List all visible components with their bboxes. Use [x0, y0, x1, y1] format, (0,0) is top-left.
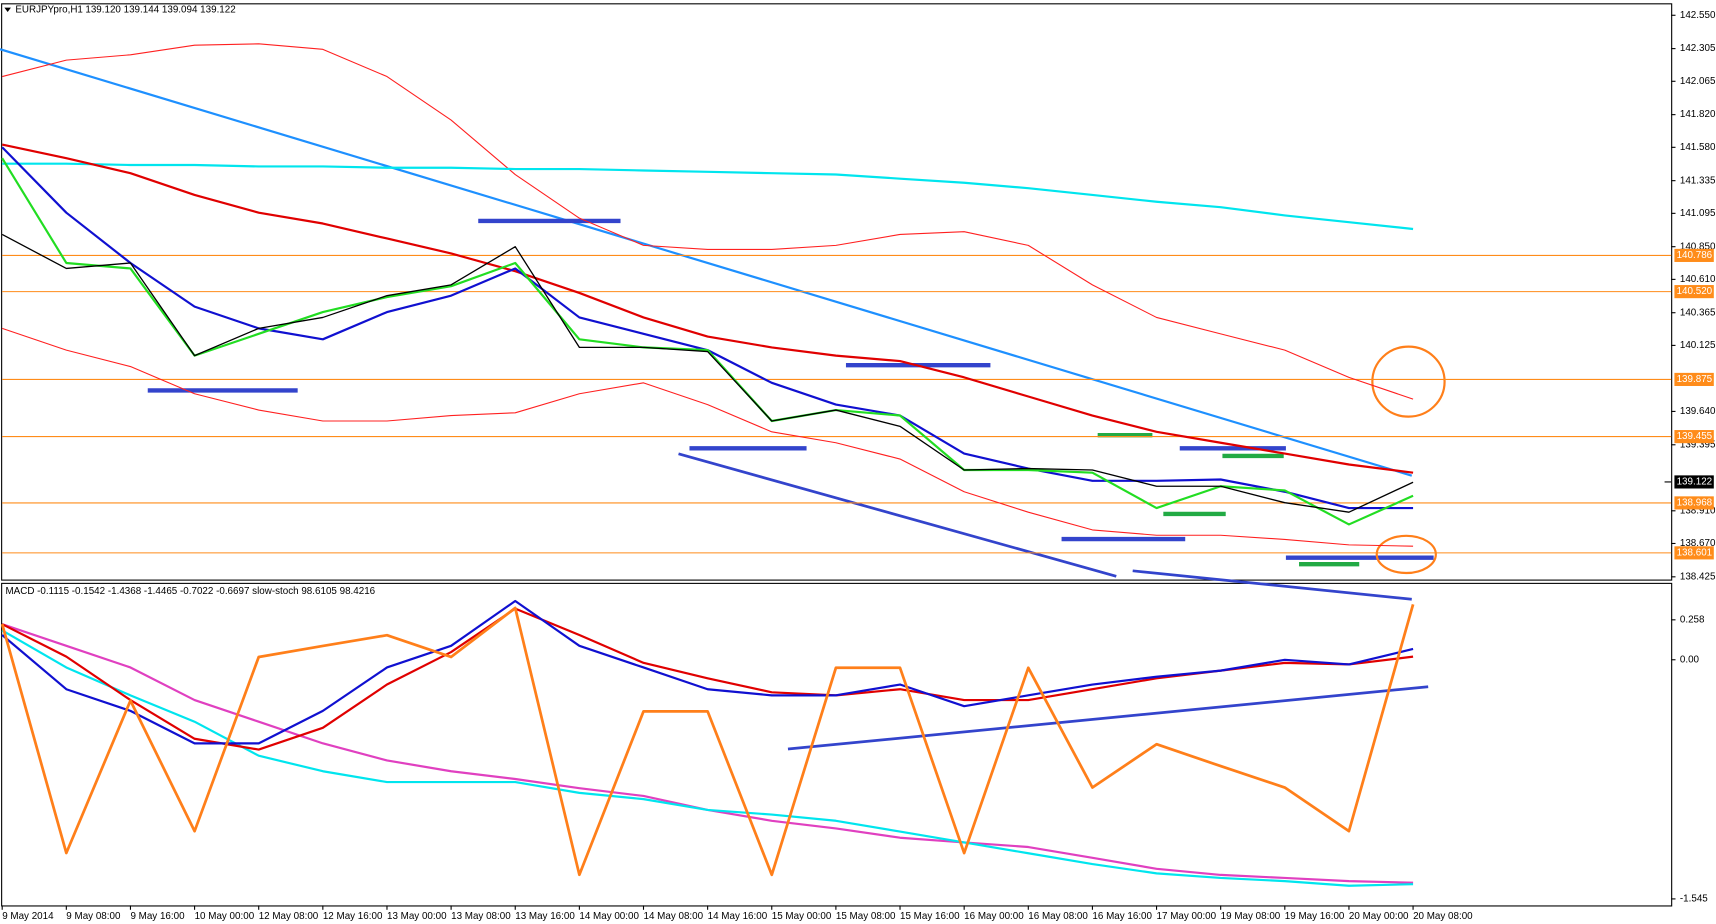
- x-tick-label: 12 May 16:00: [323, 911, 383, 922]
- y-tick-label: 139.640: [1680, 406, 1716, 417]
- ohlc-values: 139.120 139.144 139.094 139.122: [85, 4, 235, 15]
- x-tick-label: 14 May 16:00: [708, 911, 768, 922]
- x-tick-label: 15 May 16:00: [900, 911, 960, 922]
- indicator-panel: [1, 582, 1673, 907]
- level-label: 139.875: [1677, 374, 1713, 385]
- series-line: [2, 162, 1414, 231]
- level-label-box: [1674, 430, 1714, 444]
- y-tick-label: 0.258: [1680, 614, 1705, 625]
- x-tick-label: 16 May 16:00: [1092, 911, 1152, 922]
- y-tick-label: 141.095: [1680, 208, 1716, 219]
- menu-arrow: [4, 7, 11, 13]
- x-tick-label: 10 May 00:00: [195, 911, 255, 922]
- y-tick-label: 141.820: [1680, 109, 1716, 120]
- level-label: 139.455: [1677, 431, 1713, 442]
- x-tick-label: 20 May 00:00: [1349, 911, 1409, 922]
- x-tick-label: 15 May 00:00: [772, 911, 832, 922]
- price-label-box: [1674, 475, 1714, 489]
- y-tick-label: 142.305: [1680, 43, 1716, 54]
- trend-line: [0, 48, 1413, 477]
- x-tick-label: 9 May 08:00: [66, 911, 121, 922]
- level-label: 140.786: [1677, 250, 1713, 261]
- level-label-box: [1674, 372, 1714, 386]
- level-label-box: [1674, 248, 1714, 262]
- level-label-box: [1674, 496, 1714, 510]
- level-label-box: [1674, 546, 1714, 560]
- x-tick-label: 13 May 00:00: [387, 911, 447, 922]
- x-tick-label: 16 May 00:00: [964, 911, 1024, 922]
- y-tick-label: 140.610: [1680, 274, 1716, 285]
- level-label: 140.520: [1677, 286, 1713, 297]
- y-tick-label: 141.580: [1680, 142, 1716, 153]
- y-tick-label: 140.365: [1680, 307, 1716, 318]
- y-tick-label: 0.00: [1680, 654, 1700, 665]
- green-segments: [1097, 433, 1360, 567]
- y-tick-label: 142.065: [1680, 76, 1716, 87]
- series-line: [2, 43, 1414, 400]
- series-line: [1, 157, 1414, 526]
- x-tick-label: 20 May 08:00: [1413, 911, 1473, 922]
- y-tick-label: 141.335: [1680, 175, 1716, 186]
- y-tick-label: -1.545: [1680, 894, 1708, 905]
- x-tick-label: 13 May 08:00: [451, 911, 511, 922]
- series-line: [1, 233, 1414, 513]
- x-tick-label: 19 May 08:00: [1221, 911, 1281, 922]
- x-tick-label: 15 May 08:00: [836, 911, 896, 922]
- level-label: 138.968: [1677, 498, 1713, 509]
- series-line: [2, 327, 1414, 547]
- channel-line: [678, 452, 1117, 578]
- indicator-title: MACD -0.1115 -0.1542 -1.4368 -1.4465 -0.…: [5, 586, 375, 597]
- price-panel: [1, 3, 1673, 581]
- y-tick-label: 138.910: [1680, 505, 1716, 516]
- symbol-title: EURJPYpro,H1: [15, 4, 83, 15]
- x-tick-label: 17 May 00:00: [1157, 911, 1217, 922]
- series-line: [0, 604, 1415, 877]
- y-tick-label: 138.670: [1680, 538, 1716, 549]
- level-label: 138.601: [1677, 547, 1713, 558]
- series-line: [1, 599, 1414, 745]
- level-label-box: [1674, 285, 1714, 299]
- x-tick-label: 14 May 08:00: [644, 911, 704, 922]
- x-tick-label: 14 May 00:00: [579, 911, 639, 922]
- highlight-ellipse: [1371, 345, 1446, 418]
- x-tick-label: 13 May 16:00: [515, 911, 575, 922]
- y-tick-label: 138.425: [1680, 571, 1716, 582]
- x-tick-label: 9 May 2014: [2, 911, 54, 922]
- x-tick-label: 12 May 08:00: [259, 911, 319, 922]
- x-tick-label: 19 May 16:00: [1285, 911, 1345, 922]
- price-label: 139.122: [1677, 477, 1713, 488]
- y-tick-label: 139.395: [1680, 439, 1716, 450]
- channel-line: [1132, 569, 1412, 601]
- y-tick-label: 142.550: [1680, 10, 1716, 21]
- y-tick-label: 140.125: [1680, 340, 1716, 351]
- x-tick-label: 9 May 16:00: [130, 911, 185, 922]
- x-tick-label: 16 May 08:00: [1028, 911, 1088, 922]
- y-tick-label: 140.850: [1680, 241, 1716, 252]
- highlight-ellipse: [1375, 534, 1437, 575]
- trend-line: [787, 685, 1429, 751]
- series-line: [1, 143, 1414, 474]
